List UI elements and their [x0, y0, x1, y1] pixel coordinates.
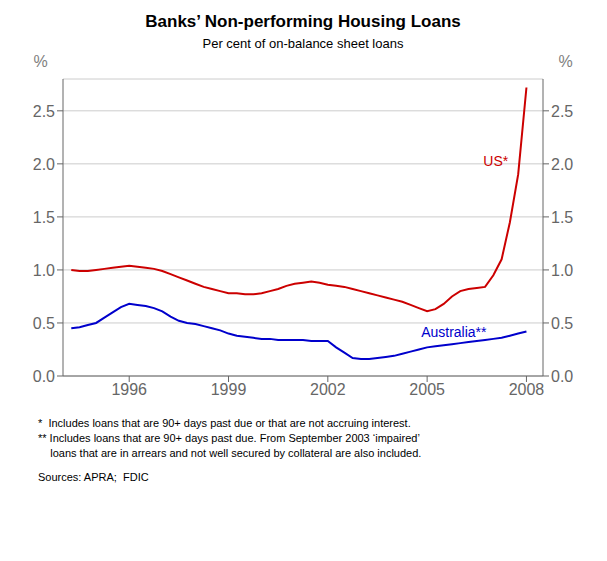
svg-text:2005: 2005: [409, 381, 445, 398]
svg-text:2.0: 2.0: [33, 156, 55, 173]
svg-text:1.0: 1.0: [33, 262, 55, 279]
svg-text:2008: 2008: [509, 381, 545, 398]
svg-text:1.5: 1.5: [33, 209, 55, 226]
svg-text:1.0: 1.0: [551, 262, 573, 279]
svg-text:2002: 2002: [310, 381, 346, 398]
svg-text:%: %: [558, 53, 572, 70]
html-text:Sources: APRA; FDIC: Sources: APRA; FDIC: [38, 471, 149, 483]
svg-text:0.5: 0.5: [551, 315, 573, 332]
svg-text:0.0: 0.0: [33, 368, 55, 385]
html-text:Banks’ Non-performing Housing: Banks’ Non-performing Housing Loans: [145, 12, 461, 31]
html-text:loans that are in arrears and: loans that are in arrears and not well s…: [38, 447, 422, 459]
svg-text:1.5: 1.5: [551, 209, 573, 226]
svg-text:1996: 1996: [111, 381, 147, 398]
svg-text:%: %: [33, 53, 47, 70]
svg-text:2.5: 2.5: [551, 103, 573, 120]
html-text:Per cent of on-balance sheet l: Per cent of on-balance sheet loans: [202, 36, 404, 51]
svg-text:US*: US*: [483, 153, 508, 169]
svg-text:1999: 1999: [211, 381, 247, 398]
svg-text:0.5: 0.5: [33, 315, 55, 332]
html-text:* Includes loans that are 90+: * Includes loans that are 90+ days past …: [38, 417, 411, 429]
svg-text:2.5: 2.5: [33, 103, 55, 120]
svg-text:0.0: 0.0: [551, 368, 573, 385]
svg-text:2.0: 2.0: [551, 156, 573, 173]
html-text:** Includes loans that are 90+: ** Includes loans that are 90+ days past…: [38, 432, 420, 444]
svg-text:Australia**: Australia**: [421, 324, 487, 340]
